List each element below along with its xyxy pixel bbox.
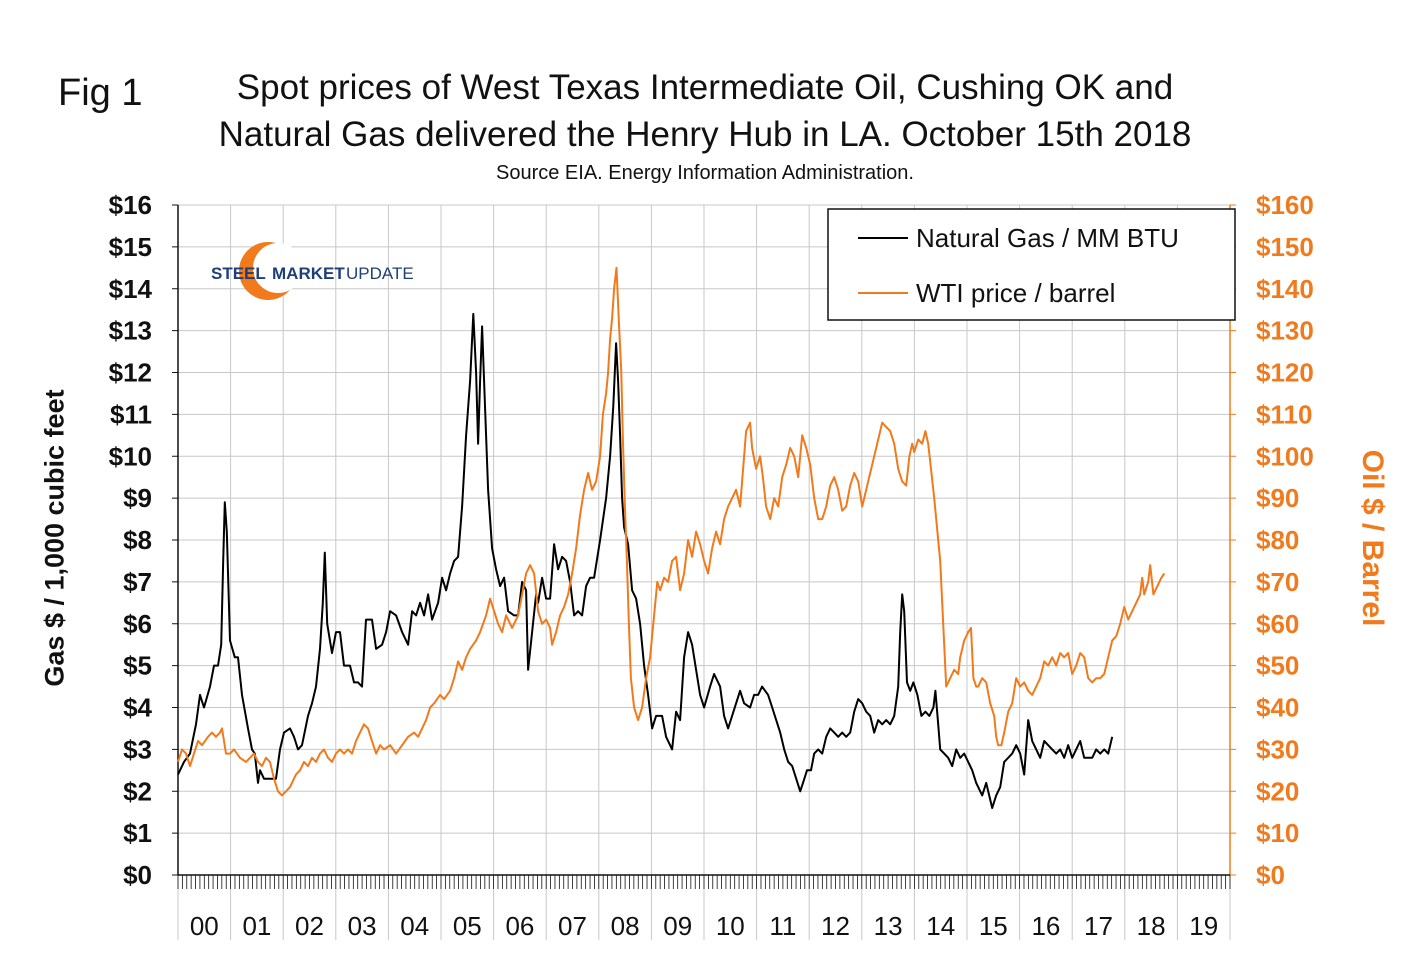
y-right-tick-label: $120 xyxy=(1256,358,1314,388)
y-left-tick-label: $0 xyxy=(123,860,152,890)
series-natural-gas-line xyxy=(177,312,1114,809)
y-right-tick-label: $50 xyxy=(1256,651,1299,681)
steel-market-update-logo: STEEL MARKET UPDATE xyxy=(211,242,414,300)
x-tick-label: 18 xyxy=(1137,911,1166,941)
y-right-tick-label: $40 xyxy=(1256,693,1299,723)
legend: Natural Gas / MM BTU WTI price / barrel xyxy=(827,208,1236,321)
y-left-tick-label: $7 xyxy=(123,567,152,597)
y-left-tick-label: $13 xyxy=(109,316,152,346)
y-left-tick-label: $4 xyxy=(123,693,152,723)
legend-box xyxy=(827,208,1236,321)
y-left-tick-label: $10 xyxy=(109,441,152,471)
x-tick-label: 03 xyxy=(348,911,377,941)
x-tick-label: 12 xyxy=(821,911,850,941)
y-left-tick-label: $6 xyxy=(123,609,152,639)
legend-gas-label: Natural Gas / MM BTU xyxy=(916,223,1179,253)
y-left-tick-label: $11 xyxy=(110,399,152,429)
x-tick-label: 01 xyxy=(242,911,271,941)
y-left-tick-label: $16 xyxy=(109,190,152,220)
x-tick-label: 05 xyxy=(453,911,482,941)
chart-title-line2: Natural Gas delivered the Henry Hub in L… xyxy=(218,115,1192,154)
y-right-tick-label: $70 xyxy=(1256,567,1299,597)
y-left-tick-label: $1 xyxy=(123,818,152,848)
chart-title-line1: Spot prices of West Texas Intermediate O… xyxy=(236,68,1174,107)
y-right-tick-label: $140 xyxy=(1256,274,1314,304)
x-tick-label: 07 xyxy=(558,911,587,941)
y-right-tick-label: $30 xyxy=(1256,734,1299,764)
y-right-tick-label: $130 xyxy=(1256,316,1314,346)
chart-subtitle: Source EIA. Energy Information Administr… xyxy=(496,162,914,184)
y-left-tick-label: $14 xyxy=(109,274,153,304)
x-tick-label: 17 xyxy=(1084,911,1113,941)
figure-label: Fig 1 xyxy=(58,72,143,114)
y-right-tick-label: $60 xyxy=(1256,609,1299,639)
y-left-tick-label: $5 xyxy=(123,651,152,681)
y-right-tick-label: $20 xyxy=(1256,776,1299,806)
y-left-tick-label: $8 xyxy=(123,525,152,555)
y-right-tick-label: $90 xyxy=(1256,483,1299,513)
y-right-tick-label: $110 xyxy=(1256,399,1312,429)
y-right-tick-label: $160 xyxy=(1256,190,1314,220)
logo-word-update: UPDATE xyxy=(346,264,414,283)
x-tick-label: 00 xyxy=(190,911,219,941)
x-tick-label: 02 xyxy=(295,911,324,941)
x-tick-label: 11 xyxy=(769,911,796,941)
series-lines xyxy=(177,266,1166,809)
x-tick-label: 16 xyxy=(1031,911,1060,941)
x-tick-label: 10 xyxy=(716,911,745,941)
x-tick-label: 06 xyxy=(505,911,534,941)
y-left-tick-label: $2 xyxy=(123,776,152,806)
x-tick-label: 19 xyxy=(1189,911,1218,941)
x-tick-label: 14 xyxy=(926,911,955,941)
logo-word-steel: STEEL xyxy=(211,264,266,283)
y-left-tick-label: $15 xyxy=(109,232,152,262)
x-tick-label: 15 xyxy=(979,911,1008,941)
y-left-tick-label: $3 xyxy=(123,734,152,764)
y-right-tick-label: $150 xyxy=(1256,232,1314,262)
x-tick-label: 04 xyxy=(400,911,429,941)
y-right-tick-label: $10 xyxy=(1256,818,1299,848)
axes: $0 $1 $2 $3 $4 $5 $6 $7 $8 $9 $10 $11 $12 $13 $14 $15 $1… xyxy=(109,190,1314,941)
series-wti-oil-line xyxy=(177,266,1166,797)
y-left-tick-label: $12 xyxy=(109,358,152,388)
x-tick-label: 13 xyxy=(874,911,903,941)
logo-word-market: MARKET xyxy=(272,264,345,283)
legend-oil-label: WTI price / barrel xyxy=(916,278,1115,308)
y-left-tick-label: $9 xyxy=(123,483,152,513)
y-right-tick-label: $80 xyxy=(1256,525,1299,555)
y-right-tick-label: $100 xyxy=(1256,441,1314,471)
x-tick-label: 08 xyxy=(611,911,640,941)
x-tick-label: 09 xyxy=(663,911,692,941)
logo-swoosh-cutout xyxy=(253,243,303,293)
y-right-tick-label: $0 xyxy=(1256,860,1285,890)
